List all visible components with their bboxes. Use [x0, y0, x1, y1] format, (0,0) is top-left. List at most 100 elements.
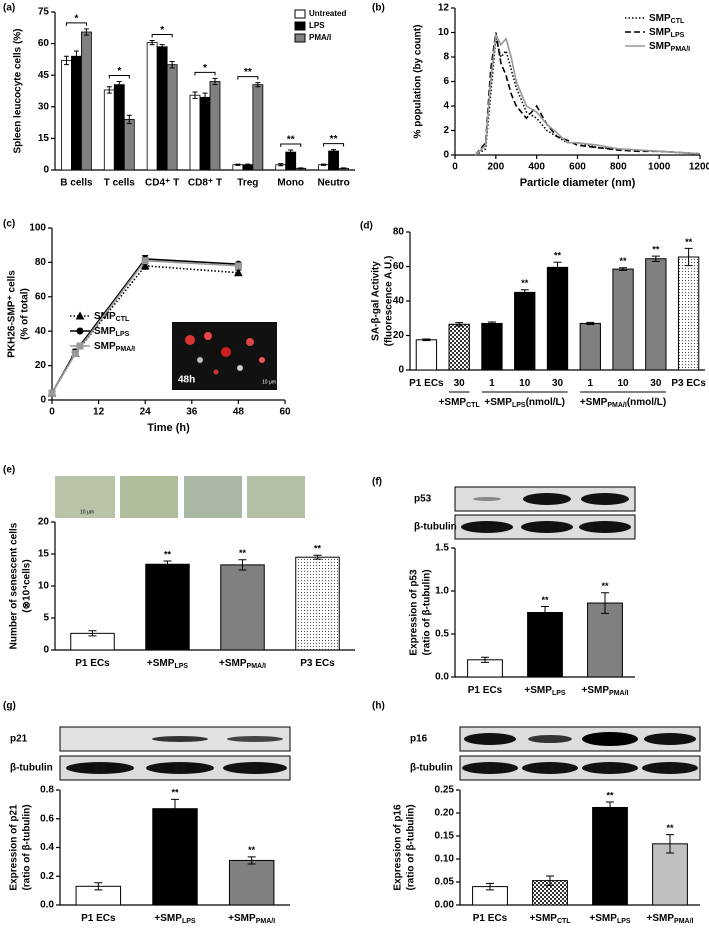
x-tick-label: CD8⁺ T: [188, 178, 222, 189]
x-tick-label: 1: [489, 378, 495, 389]
y-tick-label: 0.6: [40, 813, 54, 824]
bar: [81, 31, 92, 171]
bar: [220, 564, 265, 651]
bar: [123, 119, 135, 171]
bar: [145, 563, 190, 651]
y-tick-label: 100: [29, 223, 46, 234]
y-tick-label: 0.10: [435, 854, 455, 865]
y-tick-label: 75: [38, 7, 50, 18]
error-bar: [238, 559, 247, 571]
x-tick-label: CD4⁺ T: [145, 178, 179, 189]
annotation: **: [164, 549, 172, 559]
y-axis-label: Expression of p53: [409, 569, 420, 656]
panel-label: (h): [372, 701, 385, 712]
x-tick-label: 400: [528, 162, 545, 173]
x-tick-label-part: 30: [454, 378, 466, 389]
x-tick-label: 30: [454, 378, 466, 389]
legend-label-part: SMP: [649, 41, 671, 52]
bar: [61, 60, 72, 171]
y-tick-label: 0: [43, 645, 49, 656]
x-tick-label-part: P1 ECs: [75, 658, 110, 669]
legend-label-part: SMP: [94, 326, 116, 337]
x-tick-label-part: LPS: [182, 918, 196, 925]
annotation: **: [239, 548, 247, 558]
y-tick-label: 30: [38, 101, 50, 112]
error-bar: [163, 560, 172, 568]
x-tick-label-part: P3 ECs: [671, 378, 706, 389]
x-tick-label-part: +SMP: [647, 913, 675, 924]
y-tick-label: 0: [40, 395, 46, 406]
x-tick-label-part: LPS: [552, 690, 566, 697]
y-tick-label: 0.0: [435, 672, 449, 683]
annotation: **: [314, 544, 322, 554]
legend-label: PMA/I: [309, 33, 331, 42]
x-tick-label: +SMPCTL: [529, 913, 571, 926]
y-tick-label: 0: [43, 165, 49, 176]
legend-label-part: PMA/I: [671, 46, 691, 53]
x-axis-label: Time (h): [147, 422, 190, 434]
x-tick-label-part: P3 ECs: [300, 658, 335, 669]
error-bar: [202, 92, 208, 103]
error-bar: [455, 322, 464, 327]
legend-label: SMPLPS: [649, 27, 685, 40]
error-bar: [313, 554, 322, 560]
significance-bracket: [323, 143, 345, 147]
annotation: **: [248, 845, 256, 855]
significance-bracket: [151, 33, 173, 38]
x-tick-label: P1 ECs: [409, 378, 444, 389]
significance-label: **: [244, 67, 252, 78]
series-line: [474, 32, 701, 156]
marker: [234, 268, 243, 277]
micrographs: 10 μm: [55, 476, 305, 518]
error-bar: [63, 55, 69, 66]
annotation: **: [666, 823, 674, 833]
panel-label: (f): [372, 477, 382, 488]
error-bar: [487, 321, 496, 326]
bar: [285, 151, 297, 171]
bar: [209, 81, 221, 171]
significance-label: *: [160, 25, 164, 36]
legend-swatch: [294, 33, 306, 43]
legend-label: SMPLPS: [94, 326, 130, 339]
legend-label: SMPCTL: [94, 311, 130, 324]
x-tick-label-part: PMA/I: [674, 918, 694, 925]
y-axis-label: Spleen leucocyte cells (%): [13, 28, 24, 153]
error-bar: [171, 798, 179, 819]
x-tick-label-part: +SMP: [147, 658, 175, 669]
significance-bracket: [65, 22, 87, 26]
panel-label: (d): [360, 221, 373, 232]
bar: [592, 806, 628, 906]
y-axis-label: (ratio of β-tubulin): [422, 569, 433, 655]
error-bar: [331, 149, 337, 154]
marker: [140, 261, 150, 270]
error-bar: [541, 605, 549, 620]
x-tick-label-part: LPS: [617, 918, 631, 925]
bar: [448, 323, 470, 371]
group-label-part: (nmol/L): [526, 397, 565, 408]
group-label-part: +SMP: [580, 397, 608, 408]
y-tick-label: 60: [393, 261, 405, 272]
y-tick-label: 10: [438, 27, 450, 38]
bar: [199, 96, 211, 171]
bar: [677, 256, 700, 371]
blot-label: β-tubulin: [414, 522, 457, 533]
x-tick-label: +SMPLPS: [147, 658, 188, 671]
y-axis-label: % population (by count): [413, 25, 424, 139]
error-bar: [586, 321, 595, 325]
error-bar: [651, 255, 660, 262]
y-tick-label: 20: [35, 360, 47, 371]
inset-label: 48h: [178, 375, 195, 386]
panel-label: (e): [3, 465, 15, 476]
annotation: **: [620, 256, 628, 266]
x-tick-label: 48: [233, 407, 245, 418]
significance-label: *: [74, 13, 78, 24]
x-tick-label-part: +SMP: [524, 685, 552, 696]
marker: [75, 311, 85, 320]
y-tick-label: 40: [35, 326, 47, 337]
x-tick-label-part: PMA/I: [256, 918, 276, 925]
annotation: **: [601, 581, 609, 591]
annotation: **: [171, 788, 179, 798]
y-tick-label: 10: [38, 581, 50, 592]
significance-bracket: [237, 76, 259, 80]
y-tick-label: 20: [38, 517, 50, 528]
